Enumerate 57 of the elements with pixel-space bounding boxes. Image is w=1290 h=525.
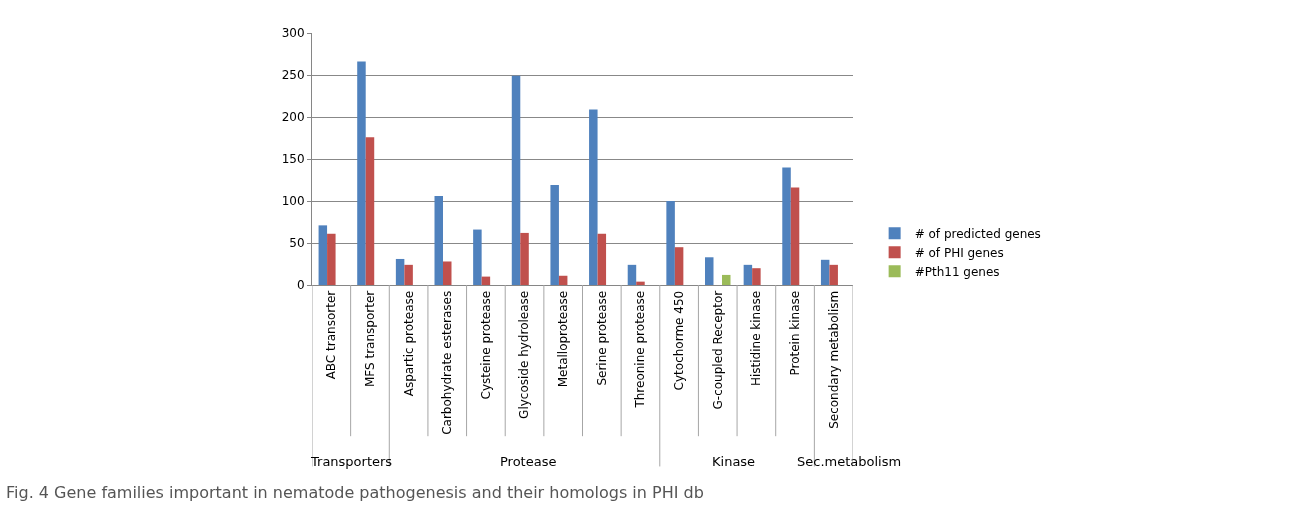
text: Sec.metabolism (797, 454, 902, 469)
legend-label: #Pth11 genes (914, 264, 1000, 279)
x-tick-label: Cysteine protease (478, 290, 493, 400)
x-tick-label: MFS transporter (362, 290, 377, 388)
bar (743, 264, 753, 285)
legend-label: # of PHI genes (914, 245, 1004, 260)
bar (395, 258, 405, 285)
bar (365, 137, 375, 285)
bar (589, 109, 598, 285)
y-tick-label: 50 (289, 236, 305, 251)
bar (705, 257, 714, 285)
bar (318, 225, 328, 285)
x-tick-label: Protein kinase (787, 290, 802, 376)
x-tick-label: ABC transorter (324, 290, 339, 380)
bar (481, 276, 491, 285)
bar (674, 247, 684, 285)
y-tick-label: 250 (281, 68, 305, 83)
text: Protease (500, 454, 557, 469)
x-tick-label: G-coupled Receptor (710, 290, 725, 410)
x-tick-label: Serine protease (594, 290, 609, 386)
x-tick-label: Glycoside hydrolease (517, 290, 532, 419)
x-tick-label: Carbohydrate esterases (440, 290, 455, 435)
bar (558, 275, 568, 285)
y-tick-label: 200 (281, 110, 305, 125)
legend-label: # of predicted genes (914, 226, 1041, 241)
bar (434, 195, 443, 285)
bar (473, 229, 482, 285)
bar (357, 61, 366, 285)
bar (636, 281, 645, 285)
bar (443, 261, 452, 285)
bar (790, 187, 800, 285)
bar (666, 201, 675, 285)
bar (520, 232, 529, 285)
x-tick-label: Cytochorme 450 (672, 290, 687, 391)
x-tick-label: Histidine kinase (749, 290, 764, 387)
bar (829, 264, 838, 285)
bar (627, 264, 637, 285)
bar (597, 233, 607, 285)
bar (820, 259, 830, 285)
bar (782, 167, 791, 285)
caption: Fig. 4 Gene families important in nematode pathogenesis and their homologs in PHI db (6, 483, 704, 502)
x-tick-label: Threonine protease (633, 290, 648, 409)
y-tick-label: 150 (281, 152, 305, 167)
bar (722, 274, 731, 285)
bar (511, 75, 521, 285)
y-tick-label: 0 (296, 278, 305, 293)
y-tick-label: 300 (281, 26, 305, 41)
text: Kinase (712, 454, 756, 469)
x-tick-label: Aspartic protease (401, 290, 416, 397)
bar (327, 233, 336, 285)
y-tick-label: 100 (281, 194, 305, 209)
x-tick-label: Secondary metabolism (826, 290, 841, 429)
x-tick-label: Metalloprotease (556, 290, 571, 388)
text: Transporters (310, 454, 393, 469)
bar (752, 268, 761, 285)
bar (550, 185, 559, 285)
bar (404, 264, 413, 285)
